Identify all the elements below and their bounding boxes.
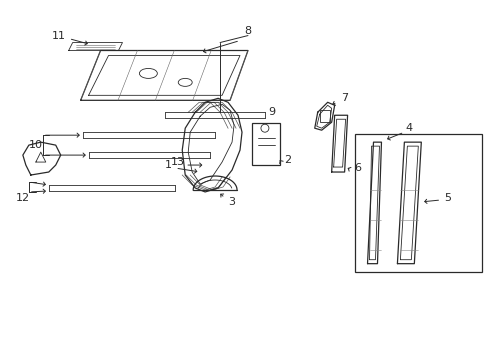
Text: 3: 3 <box>228 197 235 207</box>
Text: 10: 10 <box>29 140 43 150</box>
Text: 1: 1 <box>164 160 171 170</box>
Bar <box>251 123 279 165</box>
Text: 5: 5 <box>443 193 450 203</box>
Bar <box>354 134 481 272</box>
Text: 7: 7 <box>340 93 347 103</box>
Text: 13: 13 <box>171 157 185 167</box>
Text: 6: 6 <box>353 163 360 173</box>
Text: 4: 4 <box>405 123 412 133</box>
Bar <box>319 110 329 122</box>
Text: 11: 11 <box>52 31 65 41</box>
Text: 2: 2 <box>284 155 291 165</box>
Text: 9: 9 <box>268 107 275 117</box>
Text: 12: 12 <box>16 193 30 203</box>
Text: 8: 8 <box>244 26 251 36</box>
